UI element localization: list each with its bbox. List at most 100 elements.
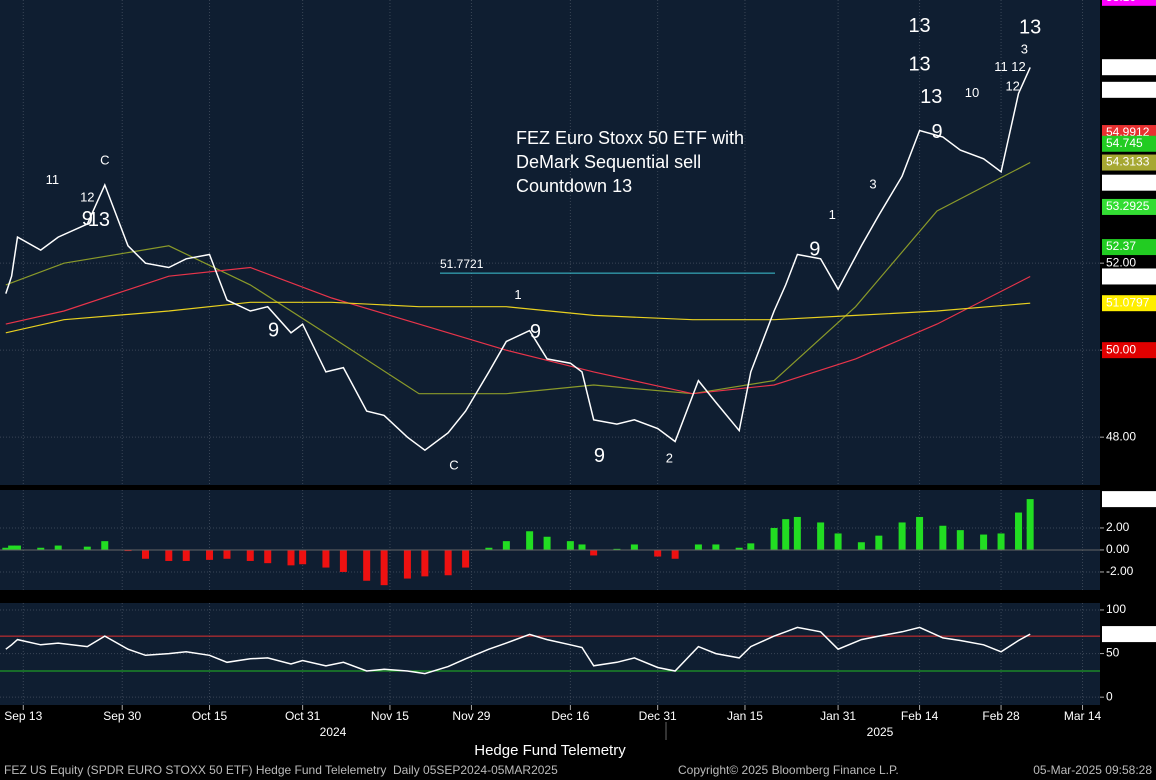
bar bbox=[997, 533, 1005, 550]
bar bbox=[566, 541, 574, 550]
price-tag bbox=[1102, 626, 1156, 643]
bar bbox=[264, 549, 272, 564]
price-tag bbox=[1102, 59, 1156, 76]
bar bbox=[54, 545, 62, 550]
bar bbox=[13, 545, 21, 550]
bar bbox=[124, 549, 132, 552]
series-line bbox=[5, 626, 1031, 675]
x-tick-label: Dec 31 bbox=[639, 709, 677, 723]
annotation: 9 bbox=[594, 445, 605, 467]
series-line bbox=[5, 266, 1031, 395]
bar bbox=[916, 516, 924, 550]
bar bbox=[735, 547, 743, 550]
axis-background bbox=[1100, 603, 1156, 705]
bar bbox=[770, 527, 778, 550]
footer-copyright: Copyright© 2025 Bloomberg Finance L.P. bbox=[678, 763, 899, 777]
level-label: 51.7721 bbox=[440, 257, 484, 271]
annotation: 13 bbox=[908, 54, 930, 76]
annotation: 2 bbox=[666, 450, 673, 465]
bar bbox=[485, 547, 493, 550]
bar bbox=[526, 531, 534, 550]
y-tick-label: 0 bbox=[1106, 689, 1113, 703]
price-tag-label: 4.6218 bbox=[1106, 491, 1143, 505]
bar bbox=[421, 549, 429, 577]
y-tick-label: 100 bbox=[1106, 602, 1126, 616]
text-box-line: DeMark Sequential sell bbox=[516, 152, 701, 172]
annotation: 9 bbox=[82, 208, 93, 230]
x-tick-label: Oct 31 bbox=[285, 709, 321, 723]
bar bbox=[142, 549, 150, 559]
price-tag-label: 54.745 bbox=[1106, 136, 1143, 150]
price-tag-label: 53.2925 bbox=[1106, 199, 1150, 213]
y-tick-label: 0.00 bbox=[1106, 542, 1130, 556]
x-tick-label: Feb 28 bbox=[982, 709, 1020, 723]
price-tag bbox=[1102, 198, 1156, 215]
bar bbox=[502, 541, 510, 550]
bar bbox=[246, 549, 254, 561]
annotation: 11 bbox=[46, 172, 60, 187]
y-tick-label: 50 bbox=[1106, 646, 1120, 660]
bar bbox=[287, 549, 295, 566]
annotation: 13 bbox=[1019, 17, 1041, 39]
price-tag bbox=[1102, 239, 1156, 256]
bar bbox=[956, 530, 964, 550]
bar bbox=[694, 544, 702, 550]
bar bbox=[712, 544, 720, 550]
price-tag-label: 56.505 bbox=[1106, 59, 1143, 73]
price-tag-label: 52.37 bbox=[1106, 239, 1136, 253]
price-tag bbox=[1102, 295, 1156, 312]
plot-layer: 48.0050.0052.0051.77211313131391399999CC… bbox=[0, 0, 1156, 723]
annotation: 13 bbox=[908, 15, 930, 37]
bar bbox=[182, 549, 190, 561]
bar bbox=[1026, 499, 1034, 550]
annotation: C bbox=[449, 458, 458, 473]
annotation: 11 bbox=[994, 59, 1008, 74]
annotation: C bbox=[100, 152, 109, 167]
x-tick-label: Oct 15 bbox=[192, 709, 228, 723]
bar bbox=[403, 549, 411, 579]
bar bbox=[747, 543, 755, 550]
x-tick-label: Feb 14 bbox=[901, 709, 939, 723]
bar bbox=[339, 549, 347, 572]
bar bbox=[363, 549, 371, 581]
price-tag-label: 50.00 bbox=[1106, 342, 1136, 356]
x-tick-label: Jan 31 bbox=[820, 709, 856, 723]
annotation: 12 bbox=[1011, 59, 1025, 74]
text-box-line: Countdown 13 bbox=[516, 176, 632, 196]
bar bbox=[671, 549, 679, 559]
year-label: 2024 bbox=[320, 725, 347, 739]
annotation: 10 bbox=[965, 85, 979, 100]
bar bbox=[793, 516, 801, 550]
bar bbox=[590, 549, 598, 556]
annotation: 9 bbox=[268, 319, 279, 341]
bar bbox=[543, 536, 551, 550]
y-tick-label: 52.00 bbox=[1106, 255, 1136, 269]
bar bbox=[83, 546, 91, 550]
price-tag-label: 58.10 bbox=[1106, 0, 1136, 4]
annotation: 9 bbox=[530, 321, 541, 343]
price-tag-label: 72.3335 bbox=[1106, 626, 1150, 640]
series-line bbox=[5, 301, 1031, 334]
bar bbox=[165, 549, 173, 561]
panel-background bbox=[0, 0, 1100, 485]
bar bbox=[299, 549, 307, 565]
bar bbox=[939, 525, 947, 550]
annotation: 3 bbox=[869, 176, 876, 191]
bar bbox=[630, 544, 638, 550]
price-tag-label: 51.0797 bbox=[1106, 295, 1150, 309]
bar bbox=[857, 542, 865, 550]
text-box-line: FEZ Euro Stoxx 50 ETF with bbox=[516, 128, 744, 148]
price-tag bbox=[1102, 154, 1156, 171]
bar bbox=[578, 544, 586, 550]
price-tag-label: 55.985 bbox=[1106, 82, 1143, 96]
bar bbox=[444, 549, 452, 576]
bar bbox=[654, 549, 662, 557]
x-tick-label: Jan 15 bbox=[727, 709, 763, 723]
price-tag bbox=[1102, 81, 1156, 98]
price-tag bbox=[1102, 0, 1156, 6]
series-line bbox=[5, 161, 1031, 395]
x-tick-label: Sep 30 bbox=[103, 709, 141, 723]
annotation: 13 bbox=[920, 86, 942, 108]
bar bbox=[223, 549, 231, 559]
